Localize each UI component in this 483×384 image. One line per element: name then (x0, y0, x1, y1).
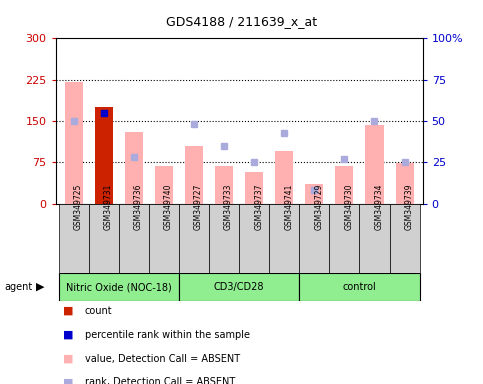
Bar (396, 163, 413, 204)
Text: CD3/CD28: CD3/CD28 (214, 282, 264, 292)
Text: GDS4188 / 211639_x_at: GDS4188 / 211639_x_at (166, 15, 317, 28)
Text: GSM349737: GSM349737 (254, 184, 263, 230)
Bar (209, 204, 239, 273)
Text: GSM349725: GSM349725 (73, 184, 83, 230)
Text: percentile rank within the sample: percentile rank within the sample (85, 330, 250, 340)
Text: GSM349729: GSM349729 (314, 184, 323, 230)
Text: ■: ■ (63, 330, 73, 340)
Text: ■: ■ (63, 354, 73, 364)
Bar (275, 151, 293, 204)
Text: ▶: ▶ (36, 282, 45, 292)
Text: GSM349727: GSM349727 (194, 184, 203, 230)
Text: GSM349736: GSM349736 (134, 184, 143, 230)
Bar (359, 204, 389, 273)
Text: agent: agent (5, 282, 33, 292)
Text: GSM349734: GSM349734 (374, 184, 384, 230)
Bar (366, 125, 384, 204)
Bar (269, 204, 299, 273)
Bar (58, 204, 89, 273)
Bar (155, 166, 173, 204)
Text: rank, Detection Call = ABSENT: rank, Detection Call = ABSENT (85, 377, 235, 384)
Bar (239, 204, 269, 273)
Bar (125, 132, 143, 204)
Text: GSM349733: GSM349733 (224, 184, 233, 230)
Text: GSM349739: GSM349739 (405, 184, 413, 230)
Text: GSM349731: GSM349731 (104, 184, 113, 230)
Bar (305, 184, 323, 204)
Bar (119, 204, 149, 273)
Bar (299, 204, 329, 273)
Text: count: count (85, 306, 112, 316)
Text: GSM349741: GSM349741 (284, 184, 293, 230)
Bar (245, 172, 263, 204)
Bar (335, 166, 354, 204)
Text: ■: ■ (63, 377, 73, 384)
Bar (179, 204, 209, 273)
Bar (179, 273, 299, 301)
Bar (149, 204, 179, 273)
Text: GSM349740: GSM349740 (164, 184, 173, 230)
Bar (329, 204, 359, 273)
Text: ■: ■ (63, 306, 73, 316)
Bar (95, 107, 113, 204)
Text: Nitric Oxide (NOC-18): Nitric Oxide (NOC-18) (66, 282, 171, 292)
Bar (389, 204, 420, 273)
Bar (215, 166, 233, 204)
Text: value, Detection Call = ABSENT: value, Detection Call = ABSENT (85, 354, 240, 364)
Bar (65, 83, 83, 204)
Bar (89, 204, 119, 273)
Bar (185, 146, 203, 204)
Text: control: control (342, 282, 376, 292)
Bar (299, 273, 420, 301)
Bar (58, 273, 179, 301)
Text: GSM349730: GSM349730 (344, 184, 354, 230)
